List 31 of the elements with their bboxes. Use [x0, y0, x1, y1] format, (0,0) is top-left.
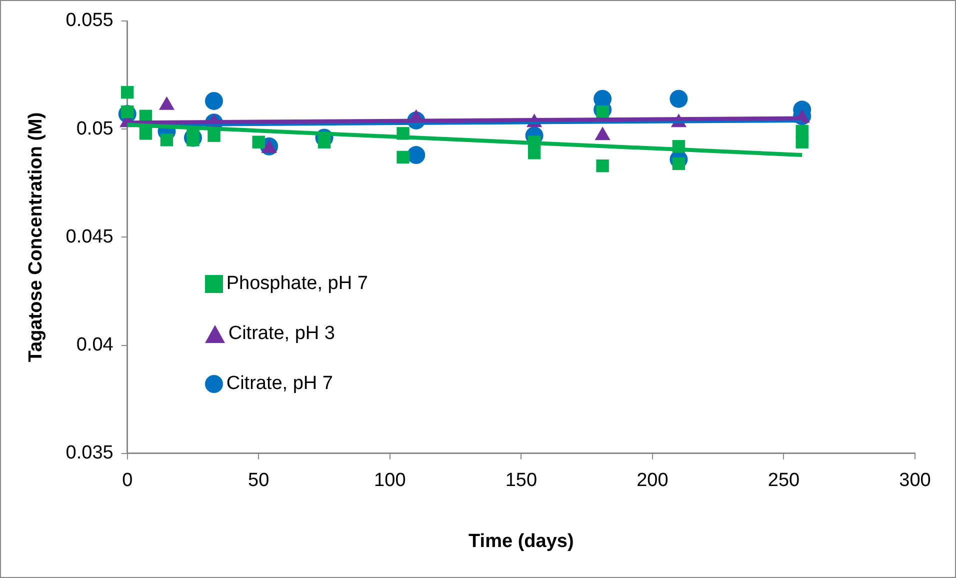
- x-tick-label: 250: [768, 470, 800, 492]
- point: [120, 86, 134, 99]
- y-tick-label: 0.035: [66, 442, 114, 464]
- x-tick-label: 0: [122, 470, 133, 492]
- point: [252, 136, 265, 148]
- point: [407, 146, 426, 164]
- point: [672, 157, 686, 170]
- x-tick-label: 200: [636, 470, 668, 492]
- point: [139, 127, 152, 140]
- y-tick-label: 0.045: [66, 226, 114, 248]
- legend-label: Citrate, pH 7: [226, 373, 333, 396]
- point: [396, 150, 410, 164]
- x-tick-label: 100: [374, 470, 406, 492]
- x-tick-label: 50: [248, 470, 270, 492]
- x-tick-label: 300: [899, 470, 931, 492]
- x-tick-label: 150: [505, 470, 538, 492]
- point: [204, 92, 223, 110]
- y-tick-label: 0.055: [66, 10, 114, 32]
- y-axis-title: Tagatose Concentration (M): [26, 112, 47, 362]
- y-tick-label: 0.04: [76, 334, 114, 356]
- point: [596, 105, 609, 118]
- point: [796, 136, 808, 148]
- x-axis-title: Time (days): [468, 530, 574, 552]
- point: [528, 146, 541, 160]
- y-tick-label: 0.05: [76, 118, 114, 140]
- point: [208, 129, 220, 142]
- point: [596, 159, 609, 172]
- point: [160, 134, 174, 146]
- point: [670, 90, 688, 108]
- legend-label: Phosphate, pH 7: [226, 273, 368, 296]
- legend-label: Citrate, pH 3: [228, 323, 335, 346]
